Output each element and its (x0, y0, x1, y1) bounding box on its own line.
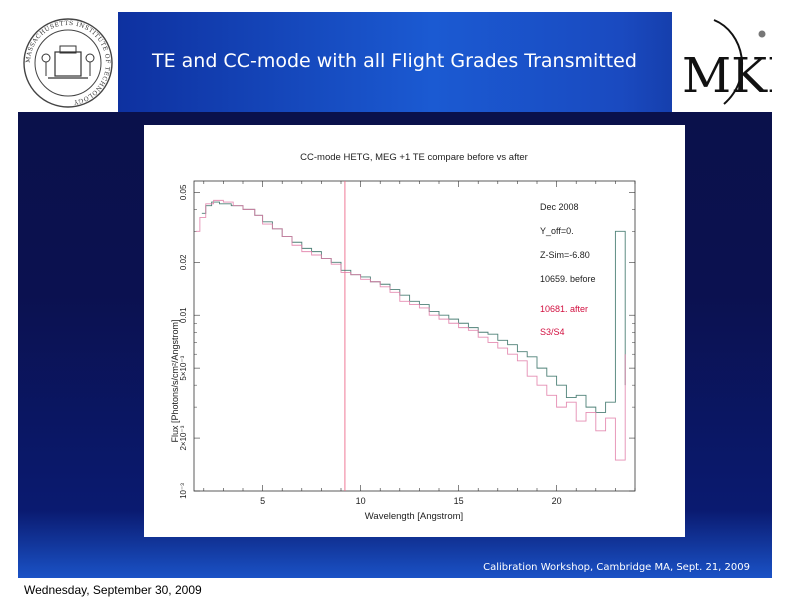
y-tick-labels: 10⁻³ 2×10⁻³ 5×10⁻³ 0.01 0.02 0.05 (179, 184, 188, 499)
footer-text: Calibration Workshop, Cambridge MA, Sept… (483, 562, 750, 573)
series-line (195, 199, 626, 461)
y-tick-label: 0.05 (179, 184, 188, 200)
slide: MASSACHUSETTS INSTITUTE OF TECHNOLOGY TE… (18, 12, 772, 578)
mki-logo-text: MKI (682, 48, 772, 104)
y-tick-label: 0.01 (179, 307, 188, 323)
svg-text:MASSACHUSETTS INSTITUTE OF TEC: MASSACHUSETTS INSTITUTE OF TECHNOLOGY (25, 20, 111, 106)
mit-seal-text: MASSACHUSETTS INSTITUTE OF TECHNOLOGY (25, 20, 111, 106)
x-axis-label: Wavelength [Angstrom] (365, 511, 463, 522)
y-tick-label: 10⁻³ (179, 483, 188, 499)
annotation-text: Dec 2008 (540, 202, 579, 212)
after-annotation-text: 10681. after (540, 304, 588, 314)
after-annotation-text: S3/S4 (540, 327, 565, 337)
x-tick-labels: 5 10 15 20 (260, 496, 562, 506)
y-axis-label: Flux [Photons/s/cm²/Angstrom] (170, 319, 180, 442)
plot-frame (193, 180, 636, 492)
mit-seal-graphic: MASSACHUSETTS INSTITUTE OF TECHNOLOGY (23, 18, 113, 108)
mki-logo: MKI (672, 12, 772, 112)
grid-ticks (194, 181, 636, 492)
date-stamp: Wednesday, September 30, 2009 (24, 583, 202, 597)
annotation-text: Y_off=0. (540, 226, 574, 236)
chart-annotations: Dec 2008 Y_off=0. Z-Sim=-6.80 10659. before… (540, 202, 596, 337)
x-tick-label: 15 (454, 496, 464, 506)
annotation-text: Z-Sim=-6.80 (540, 250, 590, 260)
mki-logo-graphic: MKI (682, 19, 772, 105)
slide-header: MASSACHUSETTS INSTITUTE OF TECHNOLOGY TE… (18, 12, 772, 112)
slide-title: TE and CC-mode with all Flight Grades Tr… (152, 50, 637, 72)
annotation-text: 10659. before (540, 274, 596, 284)
x-tick-label: 20 (552, 496, 562, 506)
y-tick-label: 0.02 (179, 254, 188, 270)
y-tick-label: 2×10⁻³ (179, 425, 188, 450)
y-tick-label: 5×10⁻³ (179, 355, 188, 380)
chart-title: CC-mode HETG, MEG +1 TE compare before v… (300, 152, 528, 163)
x-tick-label: 10 (356, 496, 366, 506)
spectrum-chart: CC-mode HETG, MEG +1 TE compare before v… (170, 152, 636, 522)
x-tick-label: 5 (260, 496, 265, 506)
mit-seal-logo: MASSACHUSETTS INSTITUTE OF TECHNOLOGY (18, 12, 118, 112)
plot-panel: CC-mode HETG, MEG +1 TE compare before v… (144, 125, 685, 537)
series-lines (195, 199, 626, 461)
